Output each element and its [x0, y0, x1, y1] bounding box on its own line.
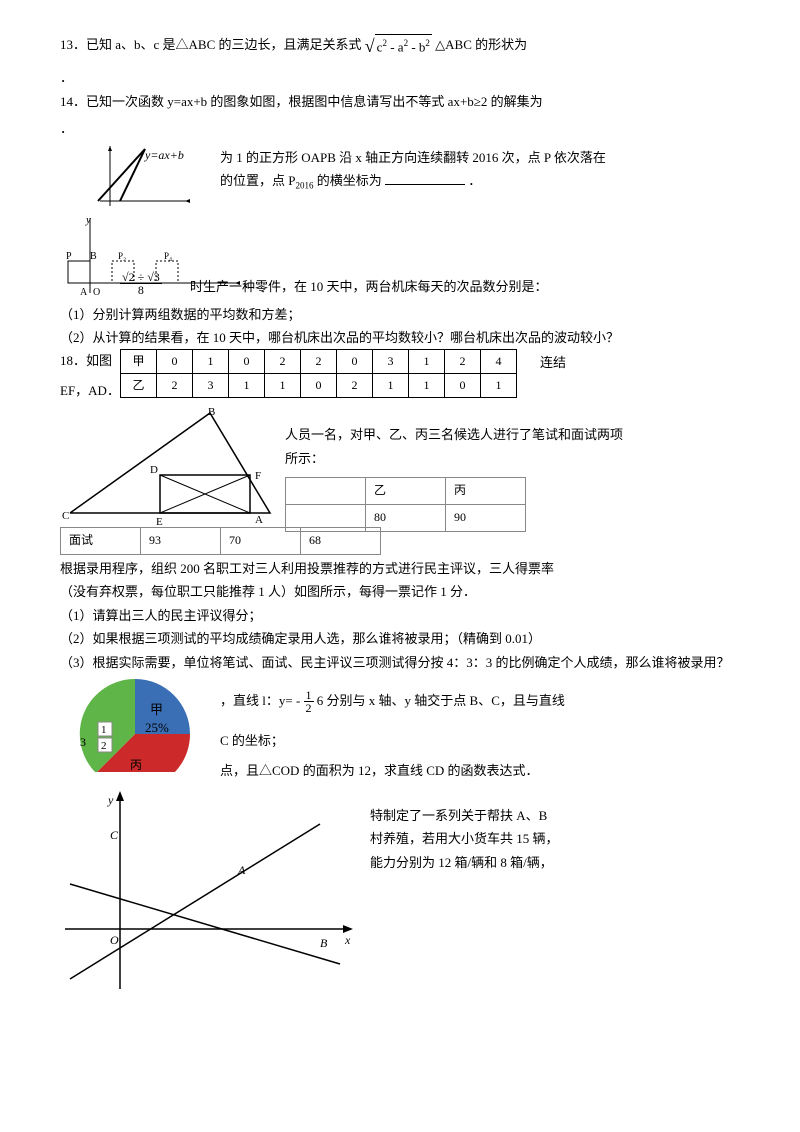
line-graph-q14: y=ax+b [90, 141, 210, 213]
sqrt-icon: √ [365, 30, 375, 62]
q19-intro2: 所示： [285, 451, 324, 466]
row-coord: O A B C x y 特制定了一系列关于帮扶 A、B 村养殖，若用大小货车共 … [60, 789, 740, 999]
q14-dot: ． [60, 117, 740, 140]
svg-text:25%: 25% [145, 720, 169, 735]
svg-text:P₄: P₄ [164, 251, 172, 261]
svg-text:B: B [320, 936, 328, 950]
q17-intro: 时生产一种零件，在 10 天中，两台机床每天的次品数分别是： [190, 275, 690, 298]
svg-text:1: 1 [101, 724, 107, 736]
q17-sub2-row: （2）从计算的结果看，在 10 天中，哪台机床出次品的平均数较小？哪台机床出次品… [60, 326, 740, 349]
q18-prefix-block: 18．如图 [60, 349, 112, 372]
svg-text:y: y [85, 214, 91, 226]
svg-text:O: O [110, 933, 119, 947]
q19-intro1: 人员一名，对甲、乙、丙三名候选人进行了笔试和面试两项 [285, 427, 623, 442]
svg-text:y: y [107, 793, 114, 807]
svg-text:P₂: P₂ [118, 251, 126, 261]
svg-text:E: E [156, 516, 163, 525]
q15-line2: 的位置，点 P [220, 173, 295, 188]
table-row: 乙丙 [286, 478, 526, 505]
sqrt3: √3 [147, 270, 160, 284]
defect-table: 甲 0102203124 乙 2311021101 [120, 349, 517, 398]
svg-text:D: D [150, 464, 158, 476]
q19-sub1: （1）请算出三人的民主评议得分； [60, 604, 740, 627]
svg-text:C: C [62, 510, 69, 522]
q13-dot: ． [60, 66, 740, 89]
blank-line [385, 184, 465, 185]
q21-l3: 能力分别为 12 箱/辆和 8 箱/辆， [370, 851, 710, 874]
div-sym: ÷ [138, 270, 145, 284]
q20-line1: ，直线 l：y= - 12 6 分别与 x 轴、y 轴交于点 B、C，且与直线 [220, 689, 700, 715]
svg-text:C: C [110, 828, 119, 842]
row-square-graph: y x A O P B P₂ P₄ √2 ÷ √3 8 时生产一种零件，在 10… [60, 213, 740, 303]
row-label: 甲 [121, 350, 157, 374]
q19-body2: （没有弃权票，每位职工只能推荐 1 人）如图所示，每得一票记作 1 分． [60, 580, 740, 603]
q19-body1: 根据录用程序，组织 200 名职工对三人利用投票推荐的方式进行民主评议，三人得票… [60, 557, 740, 580]
svg-text:3: 3 [80, 735, 86, 749]
q20-l1a: ，直线 l：y= - [220, 693, 300, 708]
table-row: 面试937068 [61, 528, 381, 555]
sqrt-expression: √ c2 - a2 - b2 [365, 30, 432, 62]
svg-text:丙: 丙 [130, 758, 142, 772]
svg-text:2: 2 [101, 740, 107, 752]
q18-prefix: 18．如图 [60, 353, 112, 368]
q19-intro: 人员一名，对甲、乙、丙三名候选人进行了笔试和面试两项 所示： [285, 423, 705, 470]
q18-line2: EF，AD． [60, 379, 120, 402]
q15-block: 为 1 的正方形 OAPB 沿 x 轴正方向连续翻转 2016 次，点 P 依次… [220, 146, 700, 194]
q19-sub2: （2）如果根据三项测试的平均成绩确定录用人选，那么谁将被录用；（精确到 0.01… [60, 627, 740, 650]
svg-text:P: P [66, 251, 72, 262]
q13-suffix: △ABC 的形状为 [435, 37, 527, 52]
q15-line1: 为 1 的正方形 OAPB 沿 x 轴正方向连续翻转 2016 次，点 P 依次… [220, 150, 606, 165]
q20-line2: C 的坐标； [220, 729, 284, 752]
row-table: 18．如图 甲 0102203124 乙 2311021101 连结 EF，AD… [60, 349, 740, 405]
svg-text:O: O [93, 287, 100, 298]
svg-text:A: A [255, 514, 263, 525]
question-14: 14．已知一次函数 y=ax+b 的图象如图，根据图中信息请写出不等式 ax+b… [60, 90, 740, 113]
table-row: 乙 2311021101 [121, 374, 517, 398]
fraction: 12 [304, 689, 314, 714]
fraction-expr: √2 ÷ √3 8 [120, 271, 162, 296]
q13-text: 13．已知 a、b、c 是△ABC 的三边长，且满足关系式 [60, 37, 362, 52]
svg-text:B: B [90, 251, 97, 262]
svg-text:F: F [255, 470, 261, 482]
q20-l1b: 6 分别与 x 轴、y 轴交于点 B、C，且与直线 [317, 693, 565, 708]
q14-text: 14．已知一次函数 y=ax+b 的图象如图，根据图中信息请写出不等式 ax+b… [60, 94, 543, 109]
triangle-figure: B C D E A F [60, 405, 280, 525]
q21-block: 特制定了一系列关于帮扶 A、B 村养殖，若用大小货车共 15 辆， 能力分别为 … [370, 804, 710, 874]
svg-text:甲: 甲 [150, 702, 163, 717]
question-13: 13．已知 a、b、c 是△ABC 的三边长，且满足关系式 √ c2 - a2 … [60, 30, 740, 62]
q15-dot: ． [468, 173, 481, 188]
sqrt-inner: c2 - a2 - b2 [375, 34, 432, 59]
denom: 8 [136, 284, 146, 296]
q20-line3: 点，且△COD 的面积为 12，求直线 CD 的函数表达式． [220, 759, 539, 782]
q16-expr: √2 ÷ √3 8 [120, 271, 162, 297]
coord-graph: O A B C x y [60, 789, 360, 999]
svg-text:B: B [208, 406, 215, 418]
pie-chart: 甲 25% 1 2 3 丙 [60, 674, 210, 789]
q17-sub1: （1）分别计算两组数据的平均数和方差； [60, 303, 740, 326]
q19-sub3: （3）根据实际需要，单位将笔试、面试、民主评议三项测试得分按 4：3：3 的比例… [60, 651, 740, 674]
svg-text:A: A [80, 287, 88, 298]
row-triangle: B C D E A F 人员一名，对甲、乙、丙三名候选人进行了笔试和面试两项 所… [60, 405, 740, 525]
table-row: 8090 [286, 504, 526, 531]
score-table: 乙丙 8090 [285, 477, 526, 531]
q21-l1: 特制定了一系列关于帮扶 A、B [370, 804, 710, 827]
svg-text:A: A [237, 863, 246, 877]
q21-l2: 村养殖，若用大小货车共 15 辆， [370, 827, 710, 850]
q18-suffix: 连结 [540, 351, 566, 374]
svg-text:x: x [344, 933, 351, 947]
q17-sub2: （2）从计算的结果看，在 10 天中，哪台机床出次品的平均数较小？哪台机床出次品… [60, 330, 619, 345]
q17-intro-text: 时生产一种零件，在 10 天中，两台机床每天的次品数分别是： [190, 279, 548, 294]
graph-label: y=ax+b [144, 148, 184, 162]
q15-line2b: 的横坐标为 [313, 173, 381, 188]
sqrt2: √2 [122, 270, 135, 284]
q15-sub: 2016 [295, 181, 313, 191]
row-q14-q15: y=ax+b 为 1 的正方形 OAPB 沿 x 轴正方向连续翻转 2016 次… [60, 141, 740, 213]
table-row: 甲 0102203124 [121, 350, 517, 374]
row-label: 乙 [121, 374, 157, 398]
row-pie: 甲 25% 1 2 3 丙 ，直线 l：y= - 12 6 分别与 x 轴、y … [60, 674, 740, 789]
